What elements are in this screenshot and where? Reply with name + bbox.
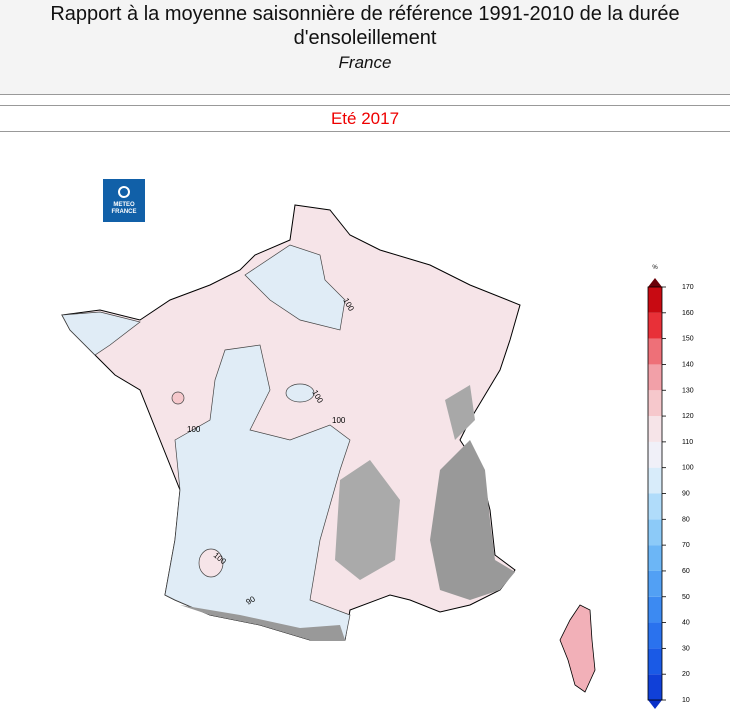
tick-label: 140 <box>682 361 694 368</box>
arrow-top <box>648 278 662 287</box>
relief <box>335 460 400 580</box>
relief <box>445 385 475 440</box>
color-step <box>648 416 662 442</box>
tick-label: 60 <box>682 568 690 575</box>
relief <box>180 605 345 640</box>
region-above <box>171 391 185 405</box>
tick-label: 130 <box>682 387 694 394</box>
colorbar: 10 20 30 40 50 60 70 80 90 100 110 120 130 140 150 160 1… <box>647 265 694 709</box>
tick-label: 100 <box>682 465 694 472</box>
contour-label: 100 <box>332 416 346 425</box>
tick-label: 20 <box>682 671 690 678</box>
corsica <box>559 604 596 693</box>
tick-label: 10 <box>682 697 690 704</box>
color-step <box>648 622 662 649</box>
color-step <box>648 545 662 571</box>
header: Rapport à la moyenne saisonnière de réfé… <box>0 0 730 95</box>
arrow-bottom <box>648 700 662 709</box>
logo-text: FRANCE <box>112 209 137 215</box>
subtitle: France <box>338 53 392 72</box>
color-step <box>648 338 662 365</box>
color-step <box>648 493 662 520</box>
color-step <box>648 312 662 339</box>
color-step <box>648 674 662 700</box>
tick-label: 80 <box>682 516 690 523</box>
title: Rapport à la moyenne saisonnière de réfé… <box>50 3 680 49</box>
color-step <box>648 287 662 313</box>
tick-label: 120 <box>682 413 694 420</box>
logo-text: METEO <box>113 202 135 208</box>
tick-label: 70 <box>682 542 690 549</box>
region-below <box>285 383 315 403</box>
logo <box>103 179 145 222</box>
region-below <box>244 244 346 331</box>
color-step <box>648 596 662 623</box>
tick-label: 40 <box>682 620 690 627</box>
color-step <box>648 519 662 546</box>
relief <box>430 440 515 600</box>
color-step <box>648 441 662 468</box>
color-step <box>648 390 662 417</box>
color-step <box>648 467 662 494</box>
tick-label: 160 <box>682 310 694 317</box>
color-step <box>648 364 662 391</box>
tick-label: 90 <box>682 491 690 498</box>
tick-label: 30 <box>682 645 690 652</box>
color-step <box>648 570 662 597</box>
logo-icon <box>118 186 130 198</box>
season: Eté 2017 <box>0 105 730 132</box>
contour-label: 100 <box>187 425 201 434</box>
tick-label: 110 <box>682 439 693 446</box>
color-step <box>648 648 662 675</box>
tick-label: 50 <box>682 594 690 601</box>
tick-label: 170 <box>682 284 694 291</box>
unit-label: % <box>652 265 658 271</box>
tick-label: 150 <box>682 336 694 343</box>
region-above <box>198 548 224 578</box>
region-below <box>61 311 141 356</box>
